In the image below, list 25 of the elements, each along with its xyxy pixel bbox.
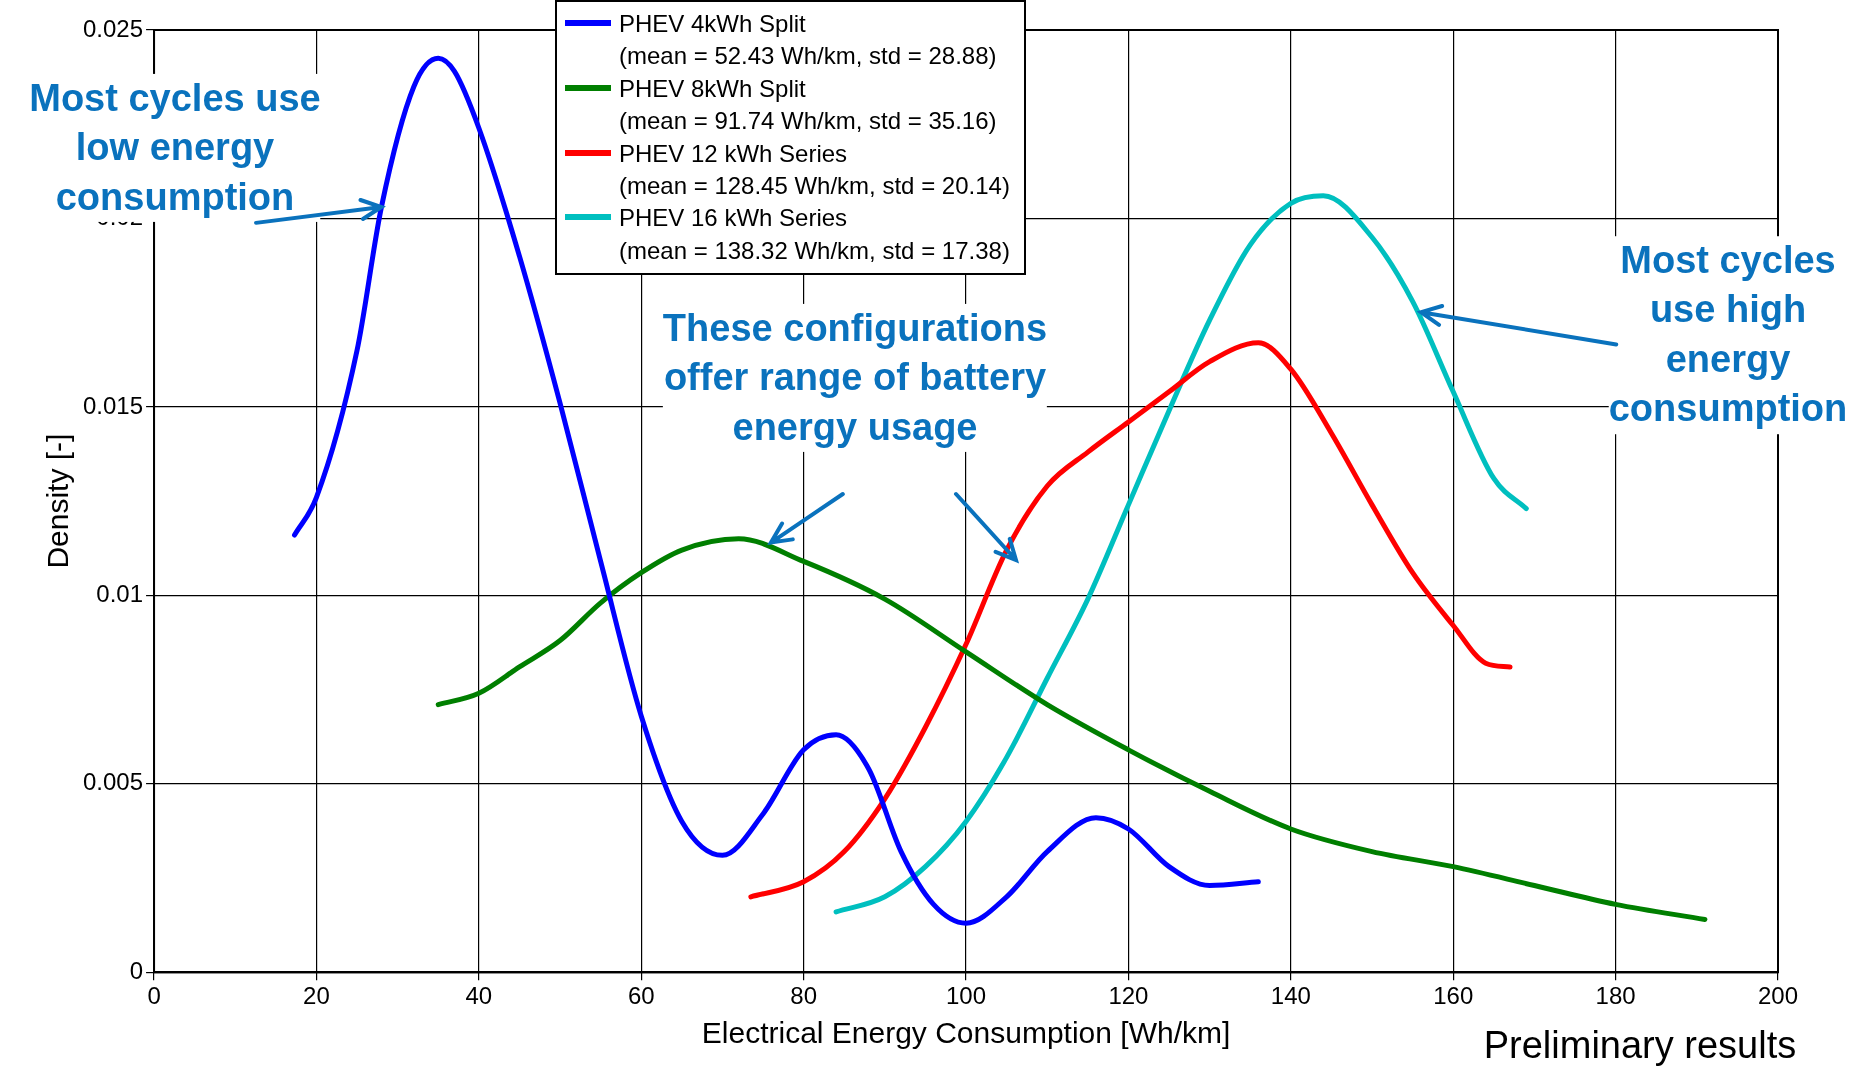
x-tick-label: 60 — [627, 982, 655, 1010]
x-tick-label: 100 — [946, 982, 987, 1010]
text: Preliminary results — [1483, 1023, 1797, 1069]
y-tick-label: 0 — [129, 956, 144, 984]
x-tick-label: 120 — [1108, 982, 1149, 1010]
x-tick-label: 180 — [1595, 982, 1636, 1010]
y-tick-label: 0.015 — [83, 391, 144, 419]
legend-label: PHEV 8kWh Split (mean = 91.74 Wh/km, std = 35.16) — [619, 73, 997, 137]
x-tick-label: 20 — [303, 982, 330, 1010]
legend-label: PHEV 12 kWh Series (mean = 128.45 Wh/km, std = 20.14) — [619, 138, 1010, 201]
annotation: Most cycles use high energy consumption — [1608, 236, 1848, 434]
x-axis-title: Electrical Energy Consumption [Wh/km] — [701, 1016, 1231, 1050]
y-tick-label: 0.01 — [96, 579, 144, 607]
y-tick-label: 0.025 — [83, 14, 144, 42]
x-tick-label: 160 — [1433, 982, 1474, 1010]
legend-label: PHEV 16 kWh Series (mean = 138.32 Wh/km, std = 17.38) — [619, 203, 1010, 266]
x-tick-label: 80 — [790, 982, 817, 1010]
y-axis-title: Density [-] — [41, 433, 75, 569]
x-tick-label: 200 — [1757, 982, 1799, 1010]
y-tick-label: 0.005 — [83, 768, 144, 796]
legend-label: PHEV 4kWh Split (mean = 52.43 Wh/km, std = 28.88) — [619, 9, 997, 72]
x-tick-label: 140 — [1270, 982, 1311, 1010]
annotation: These configurations offer range of battery energy usage — [662, 303, 1048, 453]
x-tick-label: 40 — [465, 982, 493, 1010]
x-tick-label: 0 — [147, 982, 161, 1010]
